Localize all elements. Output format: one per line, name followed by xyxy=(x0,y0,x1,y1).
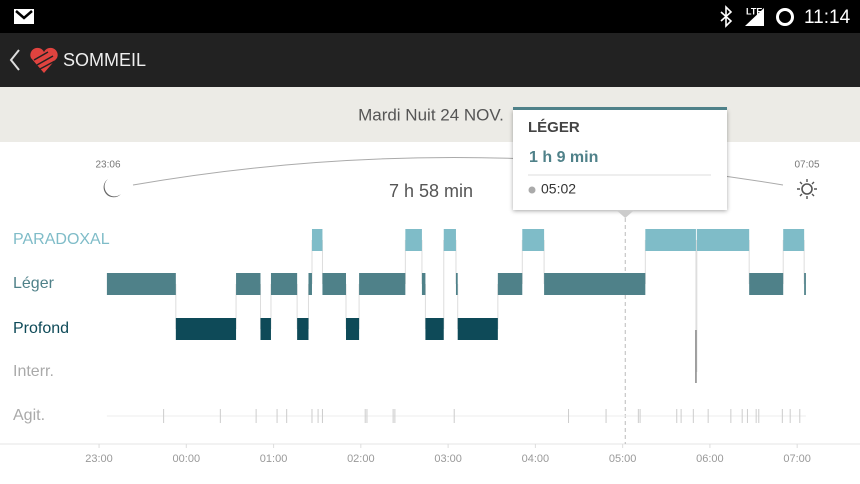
stage-segment xyxy=(696,229,750,251)
back-button[interactable] xyxy=(9,49,20,71)
moon-icon xyxy=(103,179,121,198)
stage-segment xyxy=(457,318,498,340)
stage-label: PARADOXAL xyxy=(13,231,110,248)
stage-segment xyxy=(322,273,347,295)
x-tick-label: 23:00 xyxy=(85,453,113,465)
sun-icon xyxy=(801,183,813,195)
stage-segment xyxy=(236,273,261,295)
x-tick-label: 07:00 xyxy=(783,453,811,465)
stage-segment xyxy=(311,229,323,251)
wake-time: 07:05 xyxy=(794,160,819,171)
tooltip-title: LÉGER xyxy=(528,119,580,136)
bluetooth-icon xyxy=(720,5,733,28)
stage-segment xyxy=(497,273,523,295)
x-tick-label: 02:00 xyxy=(347,453,375,465)
stage-segment xyxy=(260,318,271,340)
stage-segment xyxy=(308,273,312,295)
battery-ring xyxy=(776,8,794,26)
stage-segment xyxy=(425,318,444,340)
x-tick-label: 06:00 xyxy=(696,453,724,465)
x-tick-label: 04:00 xyxy=(522,453,550,465)
date-label: Mardi Nuit 24 NOV. xyxy=(358,105,504,124)
stage-segment xyxy=(544,273,646,295)
stage-segment xyxy=(270,273,298,295)
bedtime: 23:06 xyxy=(95,160,120,171)
tooltip: LÉGER 1 h 9 min 05:02 xyxy=(513,107,727,218)
stage-segment xyxy=(346,318,360,340)
clock: 11:14 xyxy=(804,7,851,28)
tooltip-dot xyxy=(528,186,536,194)
stage-label: Agit. xyxy=(13,407,45,424)
stage-segment xyxy=(175,318,237,340)
network-type: LTE xyxy=(746,6,762,16)
tooltip-accent xyxy=(513,107,727,110)
x-tick-label: 03:00 xyxy=(434,453,462,465)
stage-segment xyxy=(749,273,784,295)
x-tick-label: 00:00 xyxy=(173,453,201,465)
mail-icon-flap xyxy=(15,10,33,20)
tooltip-duration: 1 h 9 min xyxy=(529,149,598,166)
app-title: SOMMEIL xyxy=(63,50,146,70)
stage-segment xyxy=(804,273,806,295)
stage-segment xyxy=(359,273,406,295)
stage-segment xyxy=(421,273,426,295)
hypnogram: 23:00 00:00 01:00 02:00 03:00 04:00 05:00 06:00… xyxy=(13,218,811,465)
stage-segment xyxy=(645,229,696,251)
tooltip-time: 05:02 xyxy=(541,181,576,197)
sun-rays xyxy=(797,179,817,199)
tooltip-pointer xyxy=(616,210,635,218)
tooltip-box xyxy=(513,110,727,210)
stage-segment xyxy=(522,229,545,251)
app-bar xyxy=(0,33,860,87)
stage-segment xyxy=(106,273,176,295)
stage-label: Profond xyxy=(13,320,69,337)
stage-segment xyxy=(783,229,805,251)
x-tick-label: 05:00 xyxy=(609,453,637,465)
stage-segment xyxy=(455,273,458,295)
signal-icon xyxy=(745,8,764,26)
stage-segment xyxy=(405,229,422,251)
stage-segment xyxy=(443,229,456,251)
interruption xyxy=(695,330,697,383)
stage-segment xyxy=(297,318,309,340)
app-logo-stripes xyxy=(33,51,56,70)
status-bar xyxy=(0,0,860,33)
stage-label: Léger xyxy=(13,275,55,292)
x-tick-label: 01:00 xyxy=(260,453,288,465)
total-duration: 7 h 58 min xyxy=(389,181,473,201)
stage-label: Interr. xyxy=(13,363,54,380)
